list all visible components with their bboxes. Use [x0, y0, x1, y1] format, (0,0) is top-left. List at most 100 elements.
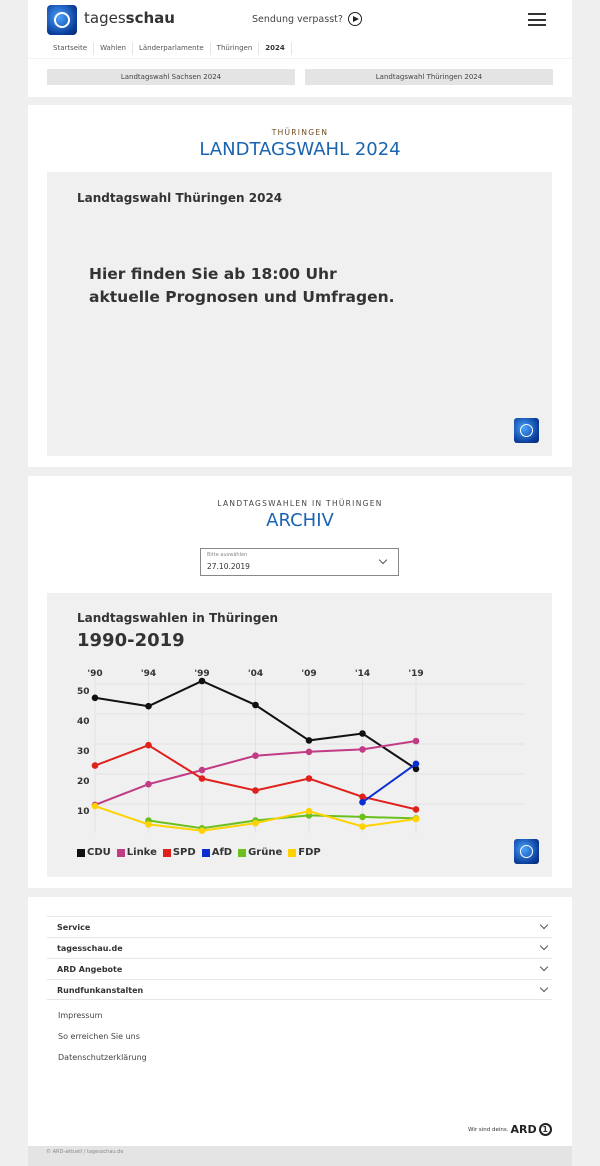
- tab-sachsen[interactable]: Landtagswahl Sachsen 2024: [47, 69, 295, 85]
- chart-subtitle: 1990-2019: [77, 630, 185, 651]
- play-icon: [347, 12, 362, 26]
- results-embed: Landtagswahl Thüringen 2024 Hier finden …: [47, 172, 552, 456]
- ard-logo[interactable]: Wir sind deins. ARD 1: [468, 1123, 552, 1136]
- footer-section-service[interactable]: Service: [47, 916, 552, 937]
- breadcrumb-item[interactable]: Länderparlamente: [133, 42, 211, 55]
- footer-section-rundfunkanstalten[interactable]: Rundfunkanstalten: [47, 979, 552, 1000]
- chevron-down-icon: [378, 555, 388, 565]
- data-point-CDU: [412, 765, 420, 773]
- section-label: ARD Angebote: [57, 965, 123, 974]
- breadcrumb-item[interactable]: Thüringen: [211, 42, 260, 55]
- legend-swatch: [162, 848, 171, 857]
- section-title: LANDTAGSWAHL 2024: [199, 139, 401, 160]
- brand-light: tages: [84, 9, 126, 27]
- data-point-SPD: [145, 741, 152, 749]
- breadcrumb-item-current: 2024: [259, 42, 292, 55]
- tagesschau-logo-icon[interactable]: [47, 5, 77, 35]
- footer-link-impressum[interactable]: Impressum: [58, 1011, 103, 1020]
- x-tick-label: '14: [355, 669, 370, 679]
- message-line: Hier finden Sie ab 18:00 Uhr: [89, 265, 337, 283]
- legend-label: SPD: [172, 847, 196, 858]
- footer-section-tagesschau[interactable]: tagesschau.de: [47, 937, 552, 958]
- data-point-SPD: [252, 787, 259, 794]
- chart-legend: CDU Linke SPD AfD Grüne FDP: [77, 847, 327, 858]
- legend-label: CDU: [87, 847, 111, 858]
- select-value: 27.10.2019: [207, 562, 250, 571]
- section-title: ARCHIV: [266, 510, 334, 531]
- data-point-CDU: [252, 701, 259, 709]
- section-label: tagesschau.de: [57, 944, 123, 953]
- legend-swatch: [77, 848, 85, 857]
- x-tick-label: '90: [87, 669, 102, 679]
- footer-link-contact[interactable]: So erreichen Sie uns: [58, 1032, 140, 1041]
- copyright: © ARD-aktuell / tagesschau.de: [46, 1149, 124, 1155]
- message-line: aktuelle Prognosen und Umfragen.: [89, 288, 395, 306]
- section-kicker: LANDTAGSWAHLEN IN THÜRINGEN: [217, 499, 383, 508]
- y-tick-label: 40: [77, 717, 90, 727]
- data-point-FDP: [91, 802, 99, 810]
- data-point-FDP: [412, 815, 420, 823]
- x-tick-label: '19: [408, 669, 423, 679]
- section-label: Service: [57, 923, 91, 932]
- data-point-SPD: [198, 775, 206, 782]
- data-point-CDU: [359, 730, 366, 737]
- line-chart: '90 '94 '99 '04 '09 '14 '19 50 40 30 20 10: [77, 669, 524, 834]
- data-point-SPD: [91, 762, 99, 769]
- chevron-down-icon: [539, 941, 549, 951]
- archive-section: LANDTAGSWAHLEN IN THÜRINGEN ARCHIV Bitte…: [28, 476, 572, 888]
- ard-one-icon: 1: [538, 1123, 552, 1136]
- data-point-Linke: [252, 752, 259, 759]
- legend-item: FDP: [288, 847, 323, 858]
- legend-item: AfD: [201, 847, 235, 858]
- legend-item: CDU: [77, 847, 114, 858]
- y-tick-label: 20: [77, 777, 90, 787]
- x-tick-label: '99: [194, 669, 209, 679]
- chevron-down-icon: [539, 983, 549, 993]
- missed-broadcast-link[interactable]: Sendung verpasst?: [252, 12, 362, 26]
- site-header: tagesschau Sendung verpasst? Startseite …: [28, 0, 572, 97]
- election-date-select[interactable]: Bitte auswählen 27.10.2019: [200, 548, 399, 576]
- footer-link-privacy[interactable]: Datenschutzerklärung: [58, 1053, 147, 1062]
- y-tick-label: 50: [77, 687, 90, 697]
- section-kicker: THÜRINGEN: [271, 128, 329, 137]
- data-point-Linke: [359, 746, 366, 753]
- tab-thueringen[interactable]: Landtagswahl Thüringen 2024: [305, 69, 553, 85]
- legend-swatch: [238, 848, 247, 857]
- chart-embed: Landtagswahlen in Thüringen 1990-2019 '9…: [47, 593, 552, 877]
- legend-label: FDP: [298, 847, 321, 858]
- data-point-SPD: [359, 793, 366, 801]
- y-tick-label: 10: [77, 807, 90, 817]
- legend-item: Grüne: [238, 847, 285, 858]
- brand-bold: schau: [125, 9, 175, 27]
- ard-wordmark: ARD: [510, 1123, 537, 1136]
- legend-swatch: [116, 848, 125, 857]
- data-point-AfD: [359, 798, 366, 806]
- legend-label: AfD: [211, 847, 233, 858]
- data-point-Grüne: [359, 813, 366, 821]
- data-point-CDU: [145, 702, 152, 710]
- menu-icon[interactable]: [528, 13, 546, 26]
- embed-title: Landtagswahl Thüringen 2024: [77, 191, 283, 205]
- breadcrumb-item[interactable]: Wahlen: [94, 42, 133, 55]
- select-label: Bitte auswählen: [207, 552, 248, 558]
- data-point-FDP: [252, 819, 259, 827]
- data-point-Linke: [198, 766, 206, 774]
- tagesschau-logo-icon: [514, 839, 539, 864]
- x-tick-label: '09: [301, 669, 316, 679]
- live-section: THÜRINGEN LANDTAGSWAHL 2024 Landtagswahl…: [28, 105, 572, 467]
- breadcrumb-item[interactable]: Startseite: [47, 42, 95, 55]
- legend-swatch: [288, 848, 297, 857]
- data-point-FDP: [198, 827, 206, 834]
- slogan: Wir sind deins.: [468, 1126, 509, 1133]
- embed-message: Hier finden Sie ab 18:00 Uhr aktuelle Pro…: [89, 263, 395, 309]
- legend-item: SPD: [162, 847, 199, 858]
- data-point-AfD: [412, 760, 420, 768]
- breadcrumb: Startseite Wahlen Länderparlamente Thüri…: [47, 42, 292, 55]
- chart-title: Landtagswahlen in Thüringen: [77, 611, 279, 625]
- data-point-FDP: [145, 821, 152, 828]
- data-point-SPD: [412, 806, 420, 813]
- data-point-CDU: [91, 694, 99, 702]
- footer-section-ard-angebote[interactable]: ARD Angebote: [47, 958, 552, 979]
- data-point-CDU: [305, 737, 313, 744]
- brand-name[interactable]: tagesschau: [84, 9, 175, 27]
